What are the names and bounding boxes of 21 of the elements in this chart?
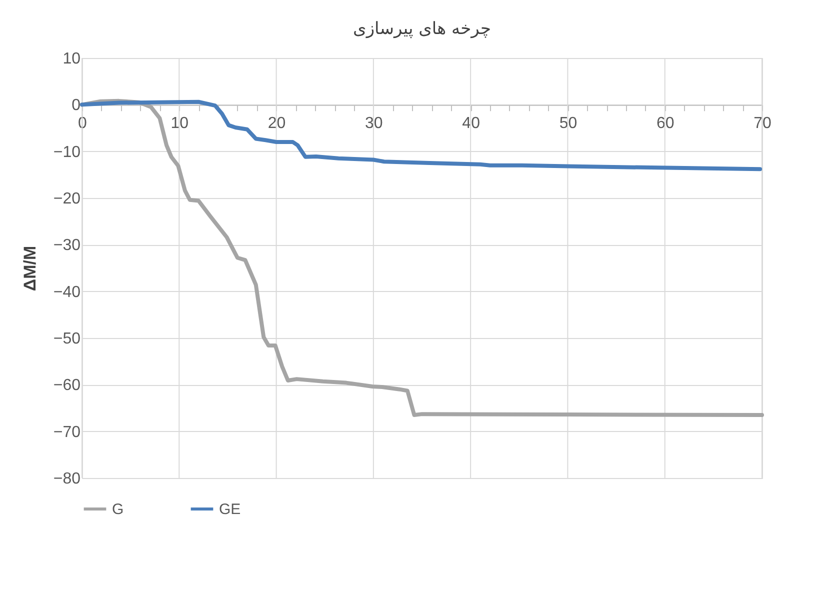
y-tick-label: −80: [53, 470, 81, 488]
x-tick-label: 30: [365, 115, 383, 132]
x-tick-label: 40: [462, 115, 480, 132]
legend-label: G: [112, 501, 124, 518]
x-tick-label: 20: [268, 115, 286, 132]
x-tick-label: 60: [656, 115, 674, 132]
x-tick-label: 50: [559, 115, 578, 132]
y-axis-title: ΔM/M: [20, 246, 40, 292]
y-tick-label: 0: [72, 97, 81, 114]
x-tick-label: 10: [170, 115, 189, 132]
y-tick-label: −50: [53, 330, 81, 348]
y-tick-label: 10: [62, 50, 81, 68]
chart-title: چرخه های پیرسازی: [353, 19, 491, 39]
x-tick-label: 70: [754, 115, 772, 132]
y-tick-label: −70: [53, 424, 81, 441]
y-tick-label: −60: [53, 377, 81, 394]
y-tick-label: −40: [53, 284, 81, 301]
y-tick-label: −20: [53, 190, 81, 208]
legend-label: GE: [219, 501, 241, 518]
y-tick-label: −10: [53, 144, 81, 161]
y-tick-label: −30: [53, 237, 81, 254]
